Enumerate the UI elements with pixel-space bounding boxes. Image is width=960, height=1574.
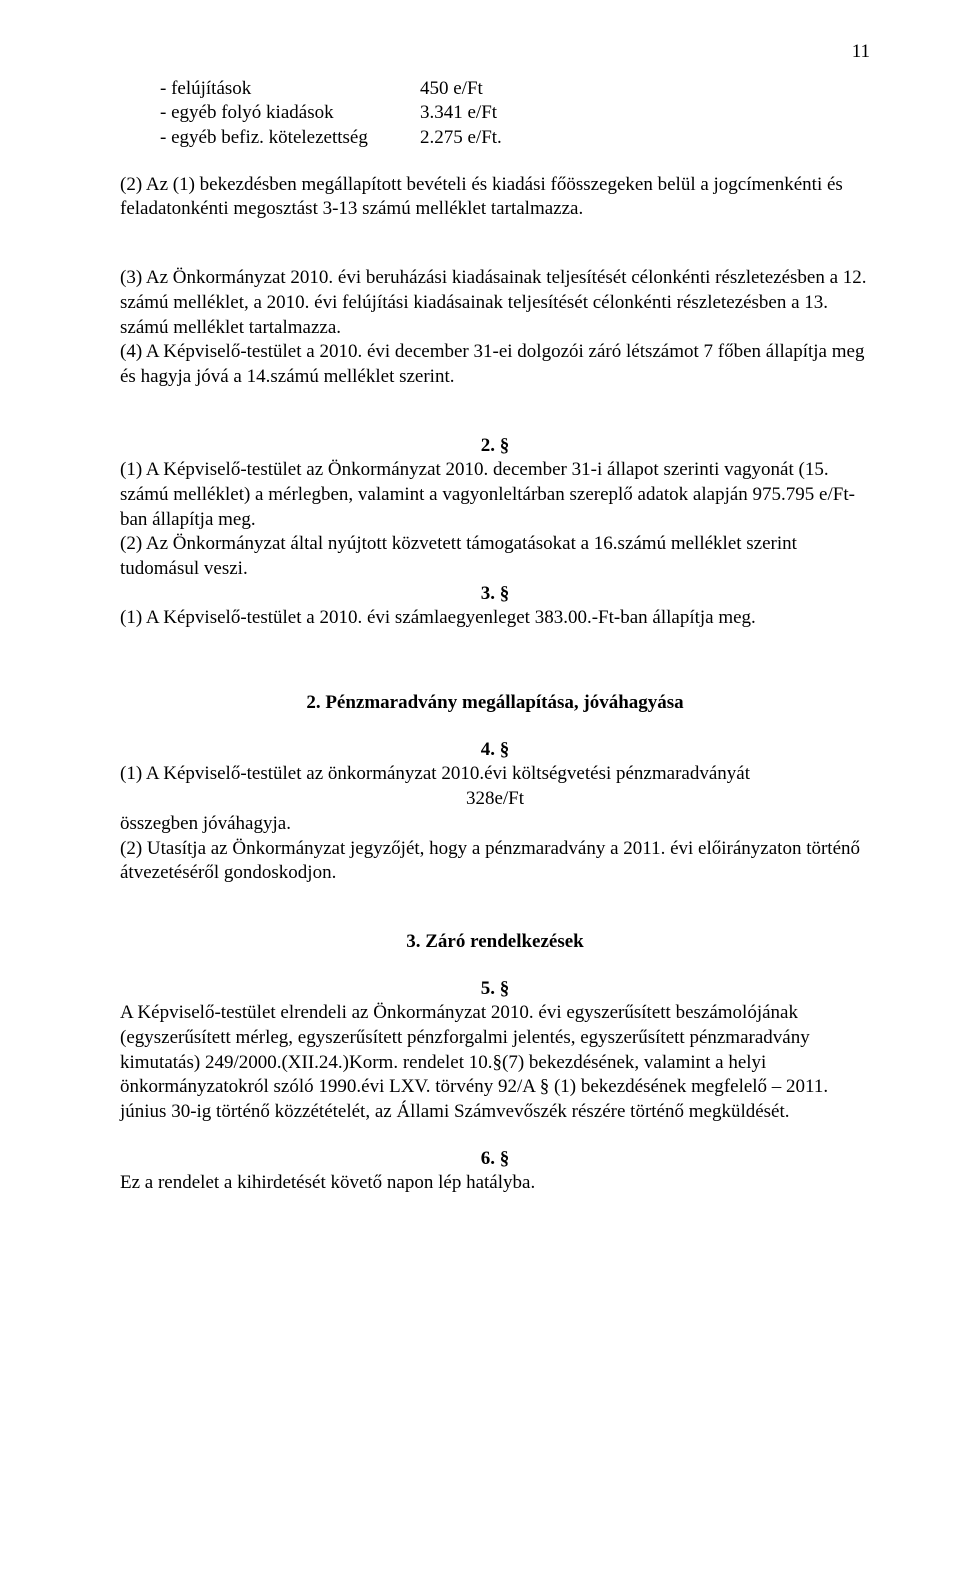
- section-number: 4. §: [120, 738, 870, 763]
- budget-label: - egyéb befiz. kötelezettség: [160, 126, 420, 151]
- paragraph: (2) Az Önkormányzat által nyújtott közve…: [120, 532, 870, 581]
- section-number: 3. §: [120, 582, 870, 607]
- budget-label: - egyéb folyó kiadások: [160, 101, 420, 126]
- paragraph: A Képviselő-testület elrendeli az Önkorm…: [120, 1001, 870, 1124]
- paragraph: (4) A Képviselő-testület a 2010. évi dec…: [120, 340, 870, 389]
- paragraph: (3) Az Önkormányzat 2010. évi beruházási…: [120, 266, 870, 340]
- budget-row: - egyéb folyó kiadások 3.341 e/Ft: [160, 101, 870, 126]
- budget-row: - egyéb befiz. kötelezettség 2.275 e/Ft.: [160, 126, 870, 151]
- paragraph: (2) Utasítja az Önkormányzat jegyzőjét, …: [120, 837, 870, 886]
- page-number: 11: [120, 40, 870, 65]
- paragraph: összegben jóváhagyja.: [120, 812, 870, 837]
- budget-label: - felújítások: [160, 77, 420, 102]
- paragraph: (2) Az (1) bekezdésben megállapított bev…: [120, 173, 870, 222]
- budget-value: 450 e/Ft: [420, 77, 540, 102]
- paragraph: (1) A Képviselő-testület a 2010. évi szá…: [120, 606, 870, 631]
- paragraph: (1) A Képviselő-testület az Önkormányzat…: [120, 458, 870, 532]
- section-number: 2. §: [120, 434, 870, 459]
- paragraph-amount: 328e/Ft: [120, 787, 870, 812]
- budget-value: 2.275 e/Ft.: [420, 126, 540, 151]
- section-number: 6. §: [120, 1147, 870, 1172]
- budget-list: - felújítások 450 e/Ft - egyéb folyó kia…: [160, 77, 870, 151]
- budget-value: 3.341 e/Ft: [420, 101, 540, 126]
- section-number: 5. §: [120, 977, 870, 1002]
- section-title: 2. Pénzmaradvány megállapítása, jóváhagy…: [120, 691, 870, 716]
- paragraph: Ez a rendelet a kihirdetését követő napo…: [120, 1171, 870, 1196]
- paragraph: (1) A Képviselő-testület az önkormányzat…: [120, 762, 870, 787]
- budget-row: - felújítások 450 e/Ft: [160, 77, 870, 102]
- section-title: 3. Záró rendelkezések: [120, 930, 870, 955]
